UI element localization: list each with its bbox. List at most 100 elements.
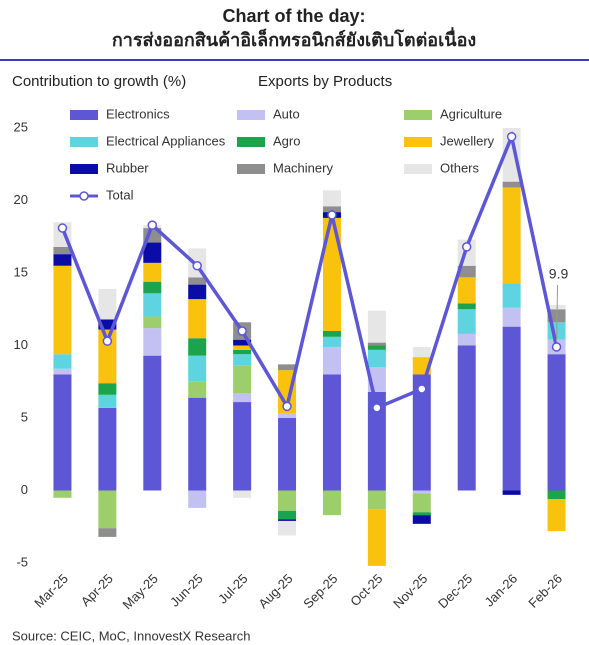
legend-label: Rubber	[106, 160, 149, 175]
bar-segment	[322, 190, 341, 207]
legend-swatch	[70, 110, 98, 120]
bar-segment	[143, 262, 162, 282]
y-tick-label: 5	[21, 409, 28, 424]
bar-segment	[547, 304, 566, 310]
x-tick-label: Jul-25	[215, 571, 251, 607]
bar-segment	[53, 490, 72, 498]
bar-segment	[547, 499, 566, 532]
bar-segment	[502, 283, 521, 308]
y-tick-label: 15	[14, 264, 28, 279]
bar-segment	[53, 265, 72, 355]
bar-segment	[143, 316, 162, 329]
x-tick-label: Sep-25	[300, 571, 340, 611]
bar-segment	[457, 265, 476, 278]
bar-segment	[98, 407, 117, 491]
bar-segment	[412, 490, 431, 494]
x-tick-label: Oct-25	[347, 571, 385, 609]
legend-label: Electronics	[106, 106, 170, 121]
bar-segment	[367, 509, 386, 566]
bar-segment	[233, 365, 252, 394]
legend-label: Jewellery	[440, 133, 495, 148]
x-tick-label: Jan-26	[481, 571, 520, 610]
bar-segment	[188, 284, 207, 300]
total-marker	[461, 242, 472, 252]
bar-segment	[98, 319, 117, 330]
bar-segment	[322, 336, 341, 347]
bar-segment	[143, 328, 162, 356]
bar-segment	[188, 355, 207, 382]
bar-segment	[457, 333, 476, 346]
x-tick-label: Aug-25	[255, 571, 295, 611]
bar-segment	[53, 246, 72, 255]
chart-title: Chart of the day:	[222, 6, 365, 26]
bar-segment	[188, 397, 207, 491]
source: Source: CEIC, MoC, InnovestX Research	[12, 628, 250, 643]
bar-segment	[143, 281, 162, 294]
bar-segment	[233, 339, 252, 346]
bar-segment	[53, 254, 72, 266]
x-tick-label: Feb-26	[525, 571, 565, 611]
x-tick-label: Jun-25	[167, 571, 206, 610]
bar-segment	[367, 490, 386, 510]
bar-segment	[98, 490, 117, 529]
bar-segment	[367, 349, 386, 368]
legend-label: Electrical Appliances	[106, 133, 226, 148]
chart-subtitle: การส่งออกสินค้าอิเล็กทรอนิกส์ยังเติบโตต่…	[112, 27, 476, 50]
total-marker	[327, 210, 337, 220]
y-tick-label: 0	[21, 482, 28, 497]
bar-segment	[188, 381, 207, 398]
bar-segment	[188, 338, 207, 356]
total-marker	[192, 261, 202, 271]
total-marker	[506, 131, 517, 142]
bar-segment	[457, 277, 476, 304]
bar-segment	[412, 374, 431, 491]
bar-segment	[457, 345, 476, 491]
bar-segment	[278, 413, 297, 418]
bar-segment	[278, 520, 297, 536]
bar-segment	[143, 293, 162, 317]
bar-segment	[53, 374, 72, 491]
legend-label: Machinery	[273, 160, 333, 175]
legend-swatch	[237, 164, 265, 174]
bar-segment	[233, 345, 252, 350]
bar-segment	[98, 383, 117, 395]
bar-segment	[278, 519, 297, 521]
legend-label: Agro	[273, 133, 300, 148]
y-tick-label: 20	[14, 192, 28, 207]
legend-swatch	[237, 137, 265, 147]
bar-segment	[233, 402, 252, 491]
legend-swatch	[237, 110, 265, 120]
bar-segment	[278, 510, 297, 520]
value-label: 9.9	[549, 266, 569, 282]
bar-segment	[233, 354, 252, 366]
total-marker	[282, 401, 292, 412]
bar-segment	[233, 349, 252, 355]
total-line	[60, 130, 559, 412]
x-tick-label: Dec-25	[435, 571, 475, 611]
total-marker	[147, 220, 158, 230]
bar-segment	[412, 515, 431, 524]
bar-segment	[278, 490, 297, 511]
legend-swatch	[70, 164, 98, 174]
bar-segment	[143, 242, 162, 263]
bar-segment	[367, 391, 386, 491]
bar-segment	[322, 346, 341, 375]
legend-marker	[79, 191, 89, 201]
x-tick-label: Apr-25	[78, 571, 116, 609]
bar-segment	[502, 181, 521, 188]
total-marker	[372, 403, 382, 413]
legend-swatch	[404, 110, 432, 120]
legend-swatch	[404, 137, 432, 147]
bar-segment	[53, 354, 72, 369]
total-marker	[102, 336, 113, 346]
bar-segment	[188, 490, 207, 508]
label-leader	[556, 284, 559, 342]
y-tick-label: -5	[16, 554, 28, 569]
total-marker	[551, 342, 562, 352]
bar-segment	[188, 299, 207, 339]
legend-label: Agriculture	[440, 106, 502, 121]
bar-segment	[98, 288, 117, 320]
total-marker	[237, 326, 247, 336]
bar-segment	[98, 528, 117, 537]
total-marker	[57, 223, 68, 233]
